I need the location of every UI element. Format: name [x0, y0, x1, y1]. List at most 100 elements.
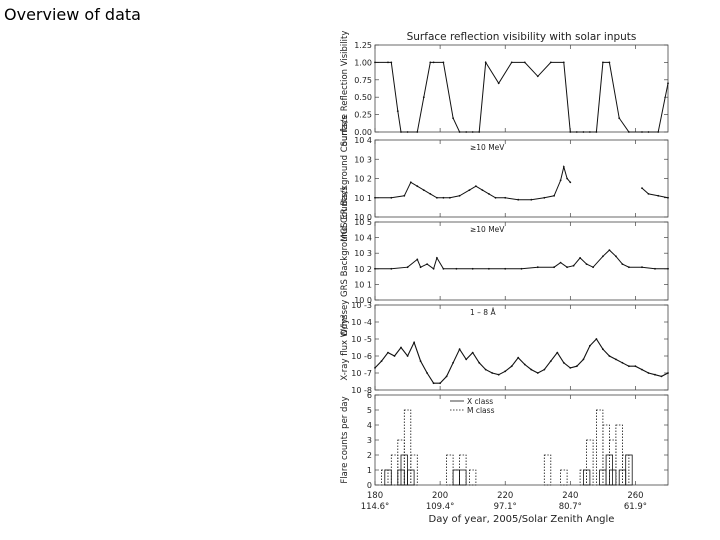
bar-m-class	[446, 454, 454, 486]
data-point	[654, 267, 656, 270]
data-point	[491, 372, 494, 374]
bar-x-class	[452, 469, 461, 486]
y-tick-label: 10 4	[354, 234, 372, 243]
y-tick-label: 10 -5	[351, 335, 372, 344]
data-point	[654, 373, 656, 376]
data-point	[641, 266, 643, 269]
data-point	[585, 263, 588, 265]
data-point	[582, 131, 585, 133]
y-tick-label: 0.25	[354, 111, 372, 120]
data-point	[628, 131, 630, 133]
data-point	[575, 131, 578, 133]
data-point	[458, 131, 461, 133]
data-point	[445, 375, 448, 378]
data-point	[543, 368, 546, 371]
data-point	[602, 61, 604, 64]
data-point	[458, 348, 461, 351]
y-tick-label: 3	[367, 436, 372, 445]
data-point	[442, 267, 445, 270]
slide-title: Overview of data	[4, 5, 141, 24]
y-tick-label: 10 4	[354, 136, 372, 145]
data-point	[530, 368, 533, 371]
data-point	[396, 110, 399, 112]
data-point	[374, 367, 376, 369]
plot-frame	[374, 44, 669, 133]
data-point	[387, 351, 389, 354]
bar-m-class	[579, 469, 587, 486]
data-point	[647, 193, 650, 195]
data-point	[432, 382, 435, 385]
data-point	[510, 61, 513, 64]
data-point	[488, 193, 490, 195]
data-point	[390, 196, 393, 199]
x-tick-label: 220	[497, 491, 513, 501]
data-point	[416, 131, 419, 133]
data-point	[641, 131, 643, 133]
panel-4: 10 -8 10 -7 10 -6 10 -5 10 -4 10 -3X-ray flux…	[340, 301, 669, 395]
data-point	[660, 375, 663, 378]
data-point	[478, 131, 481, 133]
data-point	[608, 61, 611, 64]
y-tick-label: 10 0	[354, 213, 372, 222]
bar-m-class	[622, 454, 630, 486]
data-point	[602, 255, 604, 258]
data-point	[595, 131, 598, 133]
bar-m-class	[560, 469, 568, 486]
y-axis-label: Surface Reflection Visibility	[340, 31, 350, 147]
series-line	[375, 249, 668, 270]
data-point	[400, 346, 402, 349]
data-point	[641, 187, 643, 190]
data-point	[562, 166, 565, 168]
x-tick-sza-label: 109.4°	[426, 502, 455, 512]
data-point	[497, 82, 500, 85]
x-tick-label: 260	[627, 491, 643, 501]
data-point	[602, 348, 604, 351]
data-point	[608, 355, 611, 357]
data-point	[452, 361, 454, 364]
bar-m-class	[586, 439, 594, 486]
x-tick-sza-label: 80.7°	[559, 502, 582, 512]
data-point	[504, 267, 507, 270]
x-tick-label: 180	[367, 491, 383, 501]
bar-m-class	[468, 469, 477, 486]
y-tick-label: 10 5	[354, 218, 372, 227]
data-point	[553, 194, 555, 197]
panel-1: 0.00 0.25 0.50 0.75 1.00 1.25 Surface Reflecti…	[340, 31, 669, 147]
panel-annotation: ≥10 MeV	[470, 143, 505, 152]
data-point	[488, 267, 490, 270]
x-tick-sza-label: 114.6°	[361, 502, 390, 512]
y-tick-label: 1	[367, 466, 372, 475]
y-tick-label: 10 2	[354, 265, 372, 274]
data-point	[582, 358, 585, 361]
series-line	[375, 164, 669, 201]
data-point	[523, 61, 526, 64]
data-point	[481, 189, 484, 192]
data-point	[406, 131, 409, 133]
data-point	[416, 258, 419, 261]
data-point	[667, 196, 669, 199]
data-point	[478, 361, 481, 364]
y-axis-label: Flare counts per day	[340, 396, 350, 483]
bar-m-class	[381, 469, 389, 486]
data-point	[419, 266, 422, 269]
y-axis-label: X-ray flux W/m²	[340, 314, 350, 380]
data-point	[413, 341, 415, 344]
data-point	[621, 361, 624, 364]
data-point	[579, 257, 581, 259]
y-tick-label: 10 0	[354, 296, 372, 305]
bar-m-class	[609, 439, 617, 486]
data-point	[628, 266, 630, 269]
y-tick-label: 1.25	[354, 41, 372, 50]
data-point	[608, 249, 611, 252]
data-point	[442, 196, 445, 199]
data-point	[429, 193, 432, 195]
x-axis-label: Day of year, 2005/Solar Zenith Angle	[429, 514, 615, 525]
data-point	[647, 131, 650, 133]
figure-title: Surface reflection visibility with solar…	[407, 31, 637, 43]
data-point	[439, 382, 441, 385]
data-point	[667, 267, 669, 270]
data-point	[429, 61, 432, 64]
data-point	[504, 196, 507, 199]
plot-frame	[374, 304, 669, 391]
